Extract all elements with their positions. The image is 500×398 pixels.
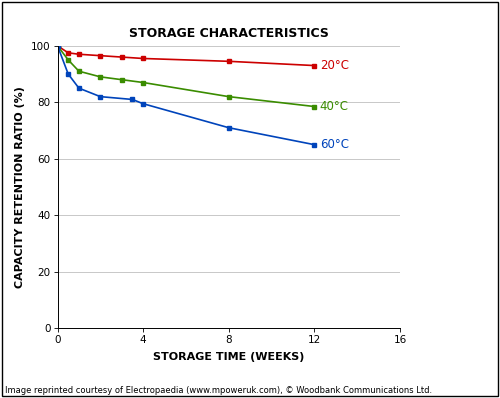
Y-axis label: CAPACITY RETENTION RATIO (%): CAPACITY RETENTION RATIO (%) xyxy=(16,86,26,288)
Text: 40°C: 40°C xyxy=(320,100,348,113)
X-axis label: STORAGE TIME (WEEKS): STORAGE TIME (WEEKS) xyxy=(153,352,304,362)
Text: 20°C: 20°C xyxy=(320,59,348,72)
Text: Image reprinted courtesy of Electropaedia (www.mpoweruk.com), © Woodbank Communi: Image reprinted courtesy of Electropaedi… xyxy=(5,386,432,395)
Title: STORAGE CHARACTERISTICS: STORAGE CHARACTERISTICS xyxy=(129,27,328,41)
Text: 60°C: 60°C xyxy=(320,138,348,151)
